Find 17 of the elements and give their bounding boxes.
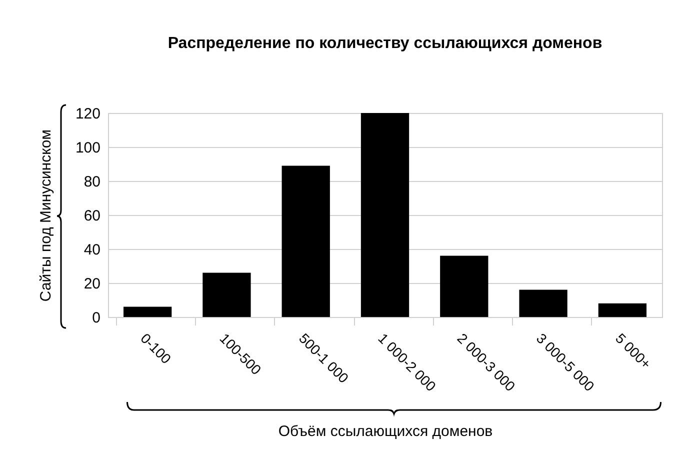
chart-title: Распределение по количеству ссылающихся доменов (168, 35, 602, 52)
y-tick-label: 40 (84, 242, 100, 258)
y-tick-label: 20 (84, 276, 100, 292)
bar (123, 306, 172, 317)
y-axis-title: Сайты под Минусинском (37, 129, 54, 302)
bar (598, 303, 647, 317)
bar (440, 256, 488, 317)
y-tick-label: 100 (75, 140, 100, 156)
y-tick-label: 80 (84, 174, 100, 190)
x-axis-title: Объём ссылающихся доменов (278, 423, 493, 440)
bar (202, 272, 251, 317)
bar (360, 113, 410, 317)
y-tick-label: 120 (75, 106, 100, 122)
y-tick-label: 60 (84, 208, 100, 224)
y-tick-label: 0 (92, 310, 100, 326)
bar (519, 290, 568, 317)
bar (282, 166, 330, 317)
